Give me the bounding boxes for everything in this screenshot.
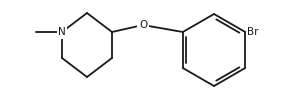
Text: O: O [139, 20, 147, 30]
Text: Br: Br [247, 27, 259, 37]
Text: N: N [58, 27, 66, 37]
